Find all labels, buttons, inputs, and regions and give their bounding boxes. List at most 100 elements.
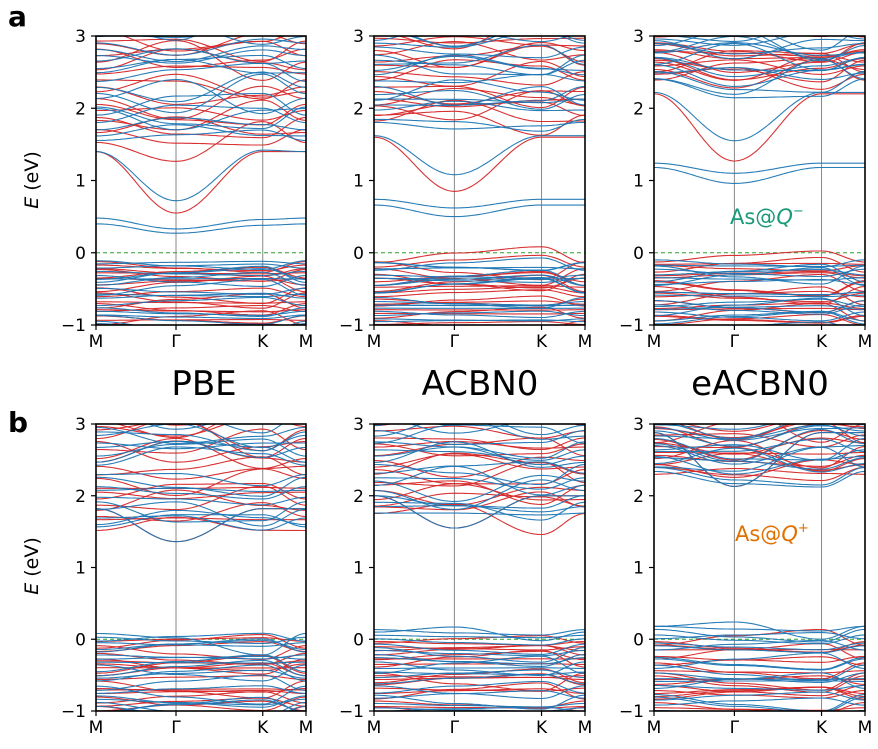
band-line-red-36 bbox=[96, 40, 306, 57]
band-line-red-30 bbox=[374, 59, 585, 81]
band-line-blue-29 bbox=[654, 444, 865, 461]
band-line-blue-27 bbox=[96, 496, 306, 506]
x-tick-label: Γ bbox=[171, 718, 181, 738]
band-panel-b-pbe: −1 0 1 2 3 M Γ K M bbox=[61, 415, 314, 738]
band-line-blue-45 bbox=[96, 217, 306, 230]
band-line-blue-39 bbox=[654, 25, 865, 33]
band-line-blue-15 bbox=[654, 672, 865, 689]
band-line-red-28 bbox=[96, 103, 306, 126]
band-line-blue-45 bbox=[654, 621, 865, 640]
band-line-blue-18 bbox=[654, 691, 865, 701]
x-tick-label: M bbox=[367, 718, 382, 738]
band-line-blue-16 bbox=[654, 311, 865, 322]
band-line-blue-23 bbox=[654, 58, 865, 95]
band-line-red-25 bbox=[374, 90, 585, 121]
x-tick-label: M bbox=[858, 332, 873, 352]
band-line-blue-12 bbox=[96, 664, 306, 682]
band-line-blue-25 bbox=[654, 447, 865, 473]
band-line-blue-3 bbox=[654, 632, 865, 640]
band-line-blue-15 bbox=[96, 685, 306, 694]
band-line-blue-42 bbox=[149, 36, 197, 41]
band-line-red-2 bbox=[96, 633, 306, 649]
x-tick-label: M bbox=[647, 332, 662, 352]
x-tick-label: M bbox=[89, 332, 104, 352]
band-line-red-35 bbox=[374, 443, 585, 457]
x-tick-label: M bbox=[858, 718, 873, 738]
band-line-blue-4 bbox=[654, 642, 865, 651]
band-line-red-13 bbox=[654, 684, 865, 697]
x-tick-label: Γ bbox=[450, 332, 460, 352]
band-line-blue-10 bbox=[374, 671, 585, 676]
band-line-red-32 bbox=[96, 79, 306, 100]
band-line-red-41 bbox=[96, 10, 306, 32]
annotation-a-base: As@ bbox=[730, 205, 776, 229]
y-tick-label: 3 bbox=[633, 415, 644, 435]
y-axis-label-a-symbol: E bbox=[21, 197, 43, 209]
band-line-red-36 bbox=[374, 42, 585, 69]
band-line-blue-6 bbox=[96, 268, 306, 280]
band-line-red-7 bbox=[654, 656, 865, 666]
x-tick-label: M bbox=[299, 718, 314, 738]
band-line-red-5 bbox=[654, 643, 865, 660]
method-label-pbe: PBE bbox=[171, 364, 236, 404]
band-line-red-42 bbox=[374, 11, 585, 19]
band-line-red-0 bbox=[654, 250, 865, 263]
band-line-blue-32 bbox=[654, 36, 865, 62]
y-tick-label: 2 bbox=[633, 99, 644, 119]
band-line-blue-12 bbox=[654, 300, 865, 313]
band-line-blue-25 bbox=[654, 70, 865, 93]
band-line-blue-20 bbox=[654, 327, 865, 343]
band-line-red-27 bbox=[374, 98, 585, 108]
band-line-blue-44 bbox=[654, 432, 865, 487]
band-line-red-30 bbox=[96, 73, 306, 98]
x-tick-label: K bbox=[816, 718, 828, 738]
band-line-red-32 bbox=[654, 49, 865, 60]
band-line-blue-24 bbox=[374, 100, 585, 112]
band-line-blue-21 bbox=[374, 328, 585, 331]
band-line-blue-21 bbox=[96, 330, 306, 334]
band-line-red-42 bbox=[159, 424, 205, 426]
band-line-blue-12 bbox=[96, 292, 306, 299]
band-line-blue-44 bbox=[96, 508, 306, 543]
band-line-blue-4 bbox=[374, 274, 585, 279]
band-line-blue-16 bbox=[374, 310, 585, 319]
band-line-blue-37 bbox=[96, 424, 306, 449]
band-line-blue-15 bbox=[96, 310, 306, 316]
band-line-red-37 bbox=[726, 36, 740, 37]
panel-letter-a: a bbox=[8, 0, 27, 33]
y-tick-label: 1 bbox=[633, 559, 644, 579]
annotation-b-sup: + bbox=[798, 521, 809, 536]
band-line-blue-1 bbox=[96, 260, 306, 265]
band-line-blue-23 bbox=[96, 509, 306, 526]
band-line-red-29 bbox=[96, 486, 306, 489]
band-line-red-20 bbox=[96, 310, 306, 325]
band-line-blue-32 bbox=[96, 62, 306, 82]
band-line-red-3 bbox=[374, 268, 585, 286]
method-label-acbn0: ACBN0 bbox=[422, 364, 539, 404]
band-line-blue-32 bbox=[374, 441, 585, 468]
band-line-blue-33 bbox=[374, 44, 585, 65]
y-tick-label: −1 bbox=[619, 702, 644, 722]
band-line-blue-17 bbox=[374, 690, 585, 699]
band-line-blue-16 bbox=[96, 314, 306, 320]
y-tick-label: 0 bbox=[75, 630, 86, 650]
band-line-blue-45 bbox=[374, 198, 585, 209]
band-line-red-21 bbox=[374, 712, 585, 715]
band-line-blue-8 bbox=[96, 271, 306, 286]
band-line-red-25 bbox=[654, 58, 865, 89]
band-line-blue-10 bbox=[654, 291, 865, 296]
band-line-blue-40 bbox=[409, 424, 512, 434]
y-tick-label: 2 bbox=[353, 487, 364, 507]
band-line-blue-22 bbox=[96, 514, 306, 528]
band-line-red-17 bbox=[654, 686, 865, 700]
y-tick-label: 3 bbox=[353, 415, 364, 435]
band-line-blue-18 bbox=[654, 310, 865, 322]
band-line-red-11 bbox=[374, 289, 585, 298]
band-lines bbox=[374, 11, 585, 331]
x-tick-label: K bbox=[536, 718, 548, 738]
panel-letter-b: b bbox=[8, 406, 28, 439]
band-line-red-16 bbox=[374, 682, 585, 700]
band-line-blue-3 bbox=[374, 643, 585, 655]
y-tick-label: 1 bbox=[353, 559, 364, 579]
